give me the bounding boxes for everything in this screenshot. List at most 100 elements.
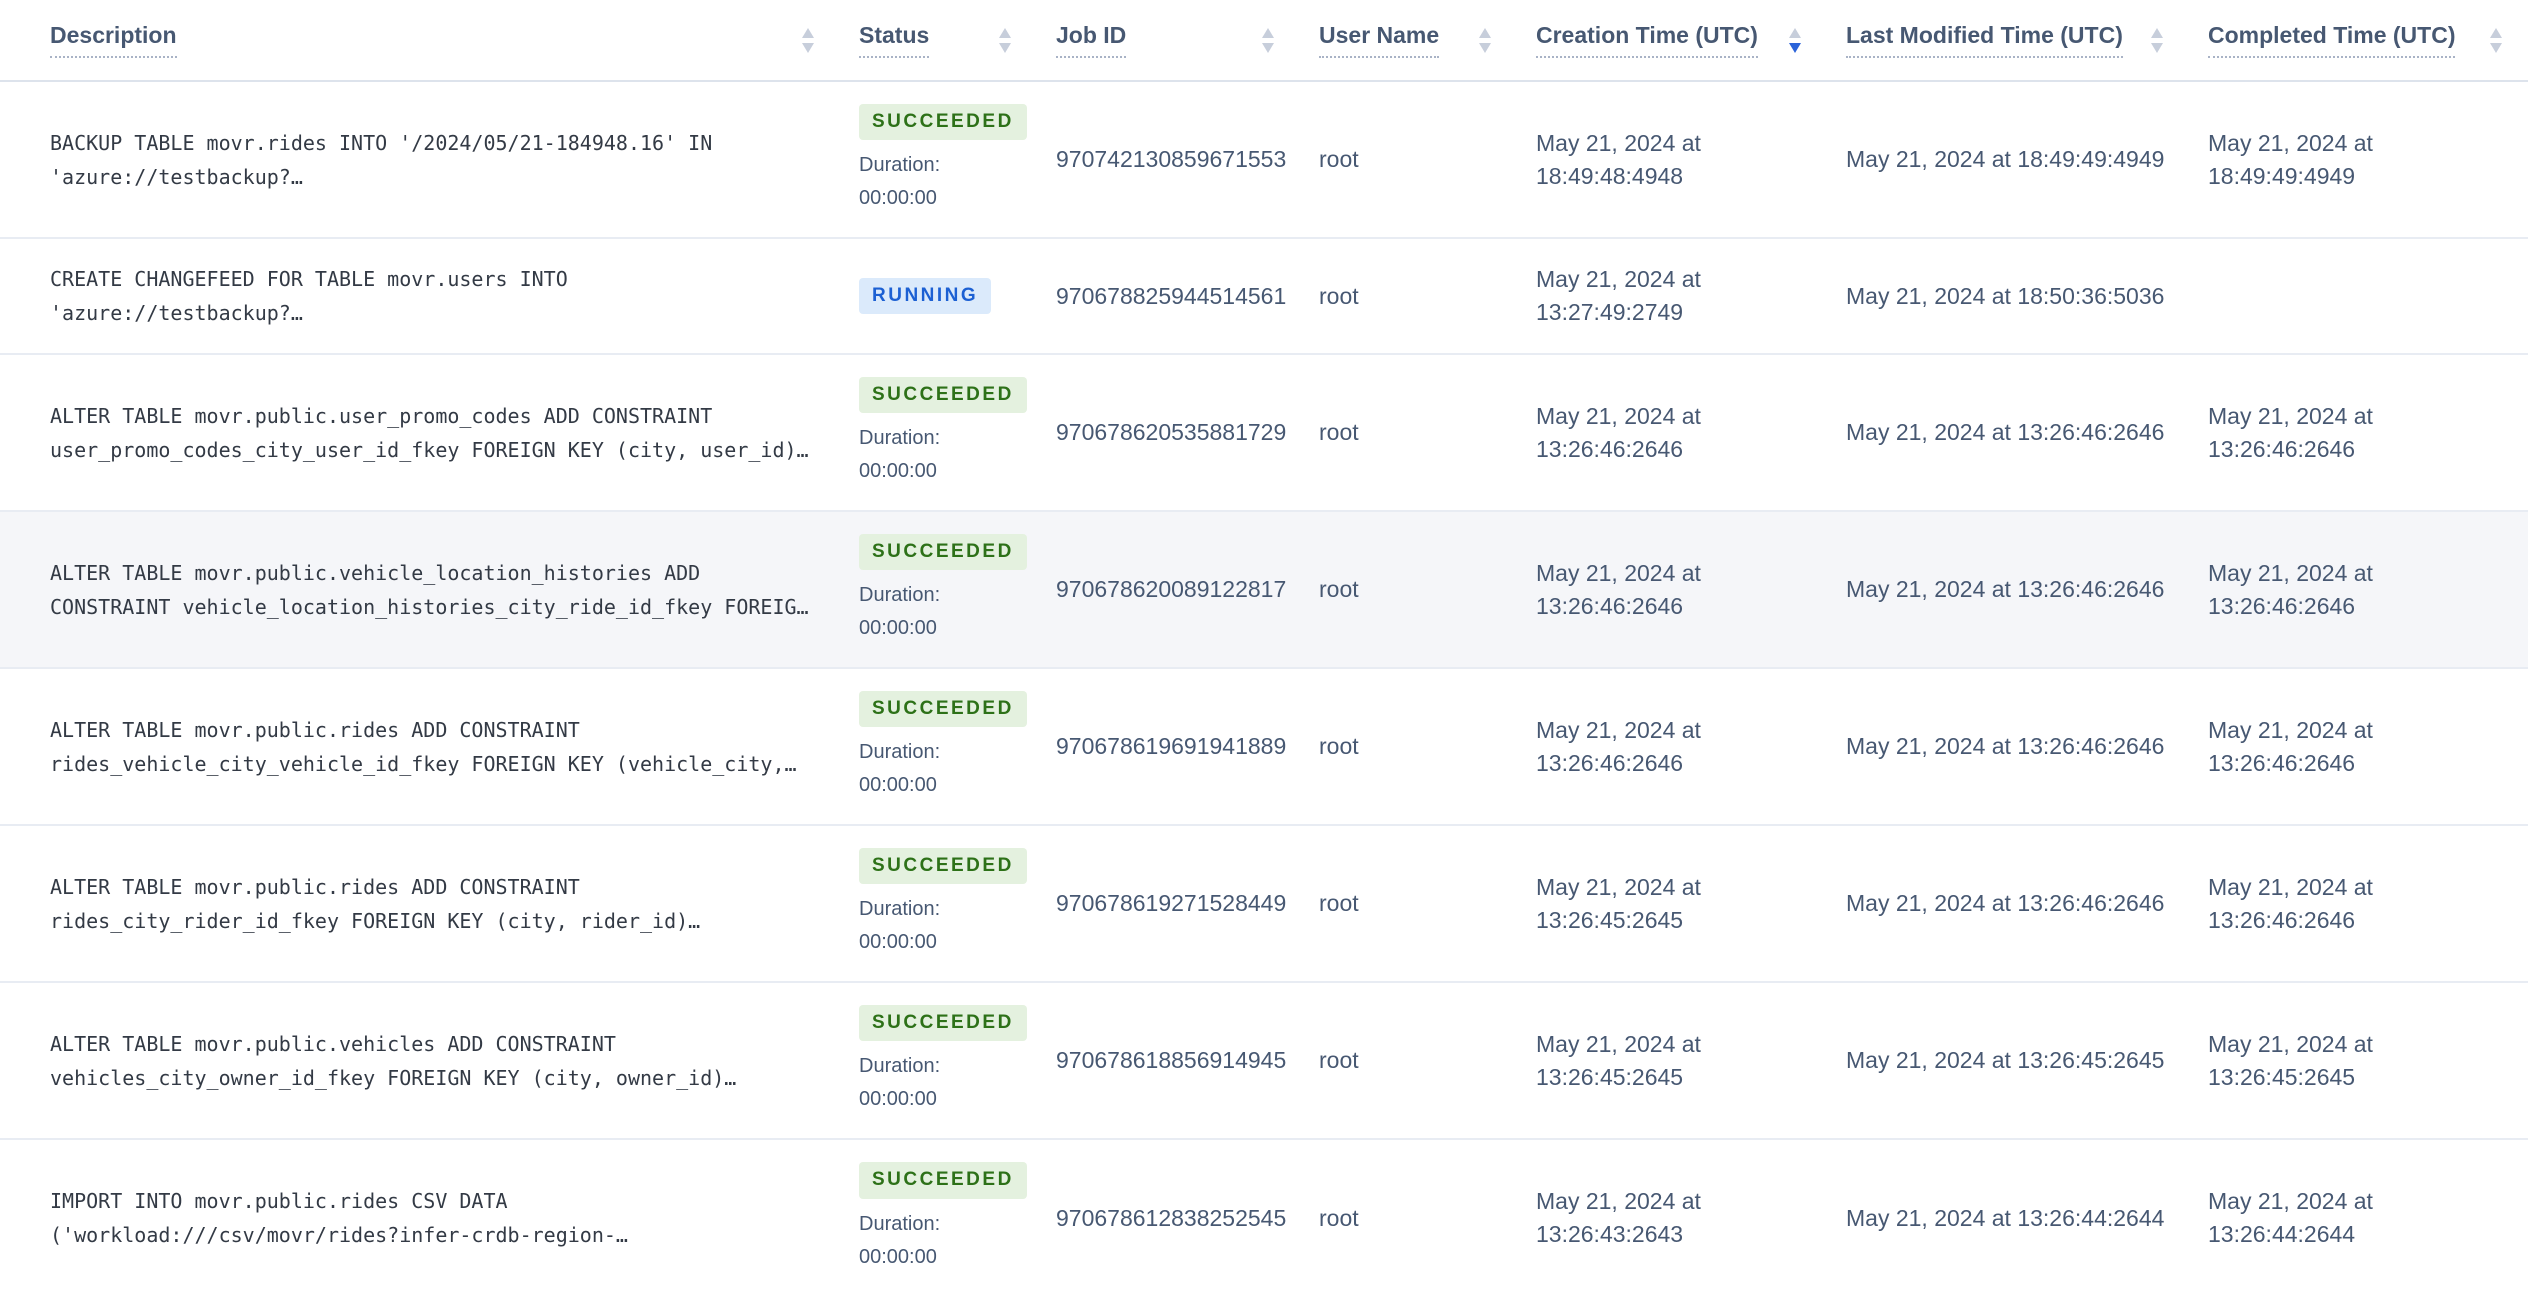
table-row[interactable]: ALTER TABLE movr.public.rides ADD CONSTR… — [0, 668, 2528, 825]
column-header-completed-time[interactable]: Completed Time (UTC) — [2208, 0, 2528, 82]
modified-time: May 21, 2024 at 13:26:46:2646 — [1846, 576, 2165, 602]
user-name: root — [1319, 1047, 1359, 1073]
sort-arrows-icon[interactable] — [1479, 27, 1491, 53]
job-id: 970678612838252545 — [1056, 1204, 1287, 1231]
job-description[interactable]: ALTER TABLE movr.public.vehicles ADD CON… — [0, 982, 859, 1139]
job-status-cell: SUCCEEDED Duration: 00:00:00 — [859, 825, 1056, 982]
user-name-cell: root — [1319, 1139, 1536, 1292]
column-header-job-id[interactable]: Job ID — [1056, 0, 1319, 82]
completed-time-cell — [2208, 238, 2528, 354]
creation-time-cell: May 21, 2024 at 13:26:45:2645 — [1536, 825, 1846, 982]
job-description-line: vehicles_city_owner_id_fkey FOREIGN KEY … — [50, 1065, 737, 1090]
user-name-cell: root — [1319, 825, 1536, 982]
duration-label: Duration: — [859, 1212, 941, 1235]
completed-time: May 21, 2024 at 18:49:49:4949 — [2208, 129, 2373, 189]
modified-time-cell: May 21, 2024 at 13:26:46:2646 — [1846, 668, 2208, 825]
job-id: 970678619271528449 — [1056, 890, 1287, 916]
job-duration: Duration: 00:00:00 — [859, 149, 1056, 215]
user-name: root — [1319, 1204, 1359, 1231]
job-duration: Duration: 00:00:00 — [859, 736, 1056, 802]
sort-arrows-icon[interactable] — [999, 27, 1011, 53]
modified-time-cell: May 21, 2024 at 13:26:46:2646 — [1846, 354, 2208, 511]
job-id-cell: 970678619271528449 — [1056, 825, 1319, 982]
table-row[interactable]: ALTER TABLE movr.public.user_promo_codes… — [0, 354, 2528, 511]
modified-time-cell: May 21, 2024 at 18:49:49:4949 — [1846, 81, 2208, 238]
modified-time: May 21, 2024 at 18:50:36:5036 — [1846, 282, 2165, 309]
user-name-cell: root — [1319, 81, 1536, 238]
sort-arrows-icon[interactable] — [2490, 27, 2502, 53]
completed-time-cell: May 21, 2024 at 13:26:45:2645 — [2208, 982, 2528, 1139]
job-id: 970678825944514561 — [1056, 282, 1287, 309]
job-duration: Duration: 00:00:00 — [859, 1050, 1056, 1116]
user-name: root — [1319, 282, 1359, 309]
job-description-line: ALTER TABLE movr.public.rides ADD CONSTR… — [50, 717, 580, 742]
job-id-cell: 970678620089122817 — [1056, 511, 1319, 668]
duration-value: 00:00:00 — [859, 1245, 937, 1268]
sort-arrows-icon[interactable] — [2151, 27, 2163, 53]
job-description[interactable]: BACKUP TABLE movr.rides INTO '/2024/05/2… — [0, 81, 859, 238]
user-name: root — [1319, 419, 1359, 445]
job-status-cell: SUCCEEDED Duration: 00:00:00 — [859, 1139, 1056, 1292]
table-row[interactable]: ALTER TABLE movr.public.vehicles ADD CON… — [0, 982, 2528, 1139]
user-name-cell: root — [1319, 238, 1536, 354]
job-description[interactable]: CREATE CHANGEFEED FOR TABLE movr.users I… — [0, 238, 859, 354]
column-label-creation-time: Creation Time (UTC) — [1536, 22, 1758, 58]
job-description[interactable]: ALTER TABLE movr.public.rides ADD CONSTR… — [0, 825, 859, 982]
job-description-line: CONSTRAINT vehicle_location_histories_ci… — [50, 594, 809, 619]
sort-arrows-icon[interactable] — [1262, 27, 1274, 53]
completed-time-cell: May 21, 2024 at 13:26:46:2646 — [2208, 825, 2528, 982]
column-label-last-modified-time: Last Modified Time (UTC) — [1846, 22, 2123, 58]
table-row[interactable]: ALTER TABLE movr.public.rides ADD CONSTR… — [0, 825, 2528, 982]
table-row[interactable]: CREATE CHANGEFEED FOR TABLE movr.users I… — [0, 238, 2528, 354]
job-description-line: BACKUP TABLE movr.rides INTO '/2024/05/2… — [50, 130, 713, 155]
status-badge: SUCCEEDED — [859, 690, 1027, 728]
column-header-description[interactable]: Description — [0, 0, 859, 82]
job-id: 970678619691941889 — [1056, 733, 1287, 759]
job-id: 970678620535881729 — [1056, 419, 1287, 445]
sort-arrows-icon[interactable] — [802, 27, 814, 53]
column-header-creation-time[interactable]: Creation Time (UTC) — [1536, 0, 1846, 82]
job-description[interactable]: ALTER TABLE movr.public.user_promo_codes… — [0, 354, 859, 511]
modified-time: May 21, 2024 at 13:26:46:2646 — [1846, 419, 2165, 445]
table-row[interactable]: IMPORT INTO movr.public.rides CSV DATA (… — [0, 1139, 2528, 1292]
job-id-cell: 970742130859671553 — [1056, 81, 1319, 238]
completed-time-cell: May 21, 2024 at 13:26:46:2646 — [2208, 354, 2528, 511]
table-row[interactable]: BACKUP TABLE movr.rides INTO '/2024/05/2… — [0, 81, 2528, 238]
column-label-completed-time: Completed Time (UTC) — [2208, 22, 2456, 58]
duration-value: 00:00:00 — [859, 187, 937, 210]
status-badge: SUCCEEDED — [859, 376, 1027, 414]
job-id: 970678618856914945 — [1056, 1047, 1287, 1073]
completed-time-cell: May 21, 2024 at 13:26:46:2646 — [2208, 668, 2528, 825]
column-header-status[interactable]: Status — [859, 0, 1056, 82]
modified-time: May 21, 2024 at 18:49:49:4949 — [1846, 146, 2165, 172]
user-name: root — [1319, 576, 1359, 602]
status-badge: SUCCEEDED — [859, 533, 1027, 571]
job-description-line: ALTER TABLE movr.public.vehicles ADD CON… — [50, 1031, 616, 1056]
job-description-line: ALTER TABLE movr.public.rides ADD CONSTR… — [50, 874, 580, 899]
job-description-line: 'azure://testbackup?… — [50, 301, 303, 325]
job-description[interactable]: ALTER TABLE movr.public.rides ADD CONSTR… — [0, 668, 859, 825]
modified-time-cell: May 21, 2024 at 13:26:45:2645 — [1846, 982, 2208, 1139]
column-label-job-id: Job ID — [1056, 22, 1127, 58]
completed-time: May 21, 2024 at 13:26:46:2646 — [2208, 716, 2373, 776]
creation-time-cell: May 21, 2024 at 13:26:46:2646 — [1536, 354, 1846, 511]
duration-value: 00:00:00 — [859, 460, 937, 483]
user-name: root — [1319, 146, 1359, 172]
table-row[interactable]: ALTER TABLE movr.public.vehicle_location… — [0, 511, 2528, 668]
duration-label: Duration: — [859, 741, 941, 764]
status-badge: SUCCEEDED — [859, 103, 1027, 141]
creation-time-cell: May 21, 2024 at 13:27:49:2749 — [1536, 238, 1846, 354]
job-status-cell: RUNNING — [859, 238, 1056, 354]
job-id-cell: 970678825944514561 — [1056, 238, 1319, 354]
job-description[interactable]: ALTER TABLE movr.public.vehicle_location… — [0, 511, 859, 668]
column-header-user-name[interactable]: User Name — [1319, 0, 1536, 82]
job-description[interactable]: IMPORT INTO movr.public.rides CSV DATA (… — [0, 1139, 859, 1292]
column-header-last-modified-time[interactable]: Last Modified Time (UTC) — [1846, 0, 2208, 82]
creation-time-cell: May 21, 2024 at 13:26:45:2645 — [1536, 982, 1846, 1139]
job-description-line: user_promo_codes_city_user_id_fkey FOREI… — [50, 437, 809, 462]
duration-value: 00:00:00 — [859, 774, 937, 797]
sort-arrows-icon-active-desc[interactable] — [1789, 27, 1801, 53]
job-duration: Duration: 00:00:00 — [859, 893, 1056, 959]
completed-time-cell: May 21, 2024 at 13:26:44:2644 — [2208, 1139, 2528, 1292]
